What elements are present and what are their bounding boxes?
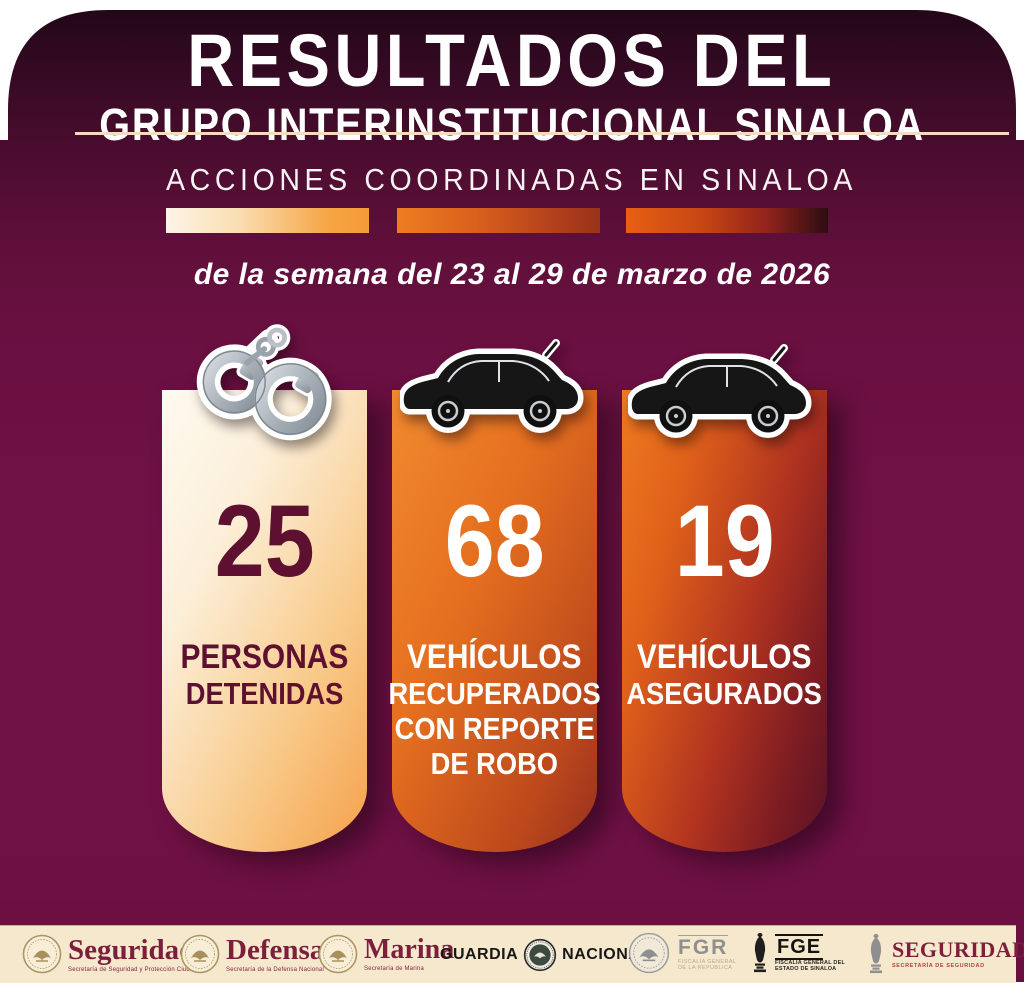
car-icon xyxy=(398,338,590,440)
logo-seguridad-sinaloa: SEGURIDAD SECRETARÍA DE SEGURIDAD xyxy=(866,933,1024,975)
page-subtitle: GRUPO INTERINSTITUCIONAL SINALOA xyxy=(0,102,1024,147)
stat-label: VEHÍCULOS RECUPERADOS CON REPORTE DE ROB… xyxy=(388,638,601,781)
agency-subtitle: FISCALÍA GENERAL xyxy=(678,959,737,966)
date-range-text: de la semana del 23 al 29 de marzo de 20… xyxy=(193,258,831,291)
eagle-seal-icon xyxy=(180,934,220,974)
agency-subtitle: FISCALÍA GENERAL DEL xyxy=(775,960,846,966)
agency-subtitle: DE LA REPÚBLICA xyxy=(678,965,733,972)
divider-line xyxy=(75,132,1009,135)
eagle-seal-icon xyxy=(22,934,62,974)
logo-defensa: Defensa Secretaría de la Defensa Naciona… xyxy=(180,934,324,974)
footer-logos-bar: Seguridad Secretaría de Seguridad y Prot… xyxy=(0,925,1024,983)
agency-name: FGR xyxy=(678,934,729,959)
logo-fge: FGE FISCALÍA GENERAL DEL ESTADO DE SINAL… xyxy=(750,932,845,974)
stat-value: 25 xyxy=(214,484,315,598)
agency-subtitle: ESTADO DE SINALOA xyxy=(775,966,837,972)
agency-name: Marina xyxy=(364,934,455,965)
stat-card-personas-detenidas: 25 PERSONAS DETENIDAS xyxy=(162,390,367,852)
gradient-bar-orange xyxy=(397,208,600,233)
header: RESULTADOS DEL GRUPO INTERINSTITUCIONAL … xyxy=(0,0,1024,148)
seguridad-eagle-icon xyxy=(870,934,882,974)
agency-name: Seguridad xyxy=(68,933,196,966)
logo-guardia-nacional: GUARDIA NACIONAL xyxy=(440,938,651,972)
agency-name: FGE xyxy=(775,934,824,960)
handcuffs-icon xyxy=(190,320,342,458)
fge-eagle-icon xyxy=(754,933,766,973)
stat-label: PERSONAS DETENIDAS xyxy=(180,638,349,711)
logo-fgr: FGR FISCALÍA GENERAL DE LA REPÚBLICA xyxy=(628,932,736,974)
section-heading: ACCIONES COORDINADAS EN SINALOA xyxy=(0,136,1024,198)
stat-card-vehiculos-recuperados: 68 VEHÍCULOS RECUPERADOS CON REPORTE DE … xyxy=(388,390,601,852)
guardia-nacional-seal-icon xyxy=(524,938,557,972)
agency-subtitle: Secretaría de Seguridad y Protección Ciu… xyxy=(68,966,208,973)
stat-value: 19 xyxy=(674,484,775,598)
page-title: RESULTADOS DEL xyxy=(0,24,1024,98)
stat-card-vehiculos-asegurados: 19 VEHÍCULOS ASEGURADOS xyxy=(622,390,827,852)
eagle-seal-icon xyxy=(318,934,358,974)
page-subtitle-text: GRUPO INTERINSTITUCIONAL SINALOA xyxy=(99,99,925,150)
stat-value: 68 xyxy=(444,484,545,598)
agency-subtitle: Secretaría de la Defensa Nacional xyxy=(226,966,324,973)
gradient-bar-dark-red xyxy=(626,208,828,233)
stat-label: VEHÍCULOS ASEGURADOS xyxy=(626,638,823,711)
agency-name: SEGURIDAD xyxy=(892,937,1024,962)
date-range: de la semana del 23 al 29 de marzo de 20… xyxy=(0,258,1024,292)
logo-marina: Marina Secretaría de Marina xyxy=(318,934,454,974)
agency-subtitle: Secretaría de Marina xyxy=(364,966,425,972)
agency-name: GUARDIA xyxy=(440,946,519,963)
agency-name: NACIONAL xyxy=(562,946,651,963)
section-heading-text: ACCIONES COORDINADAS EN SINALOA xyxy=(166,162,858,197)
page-title-text: RESULTADOS DEL xyxy=(187,19,837,102)
agency-name: Defensa xyxy=(226,933,325,966)
gradient-bar-cream xyxy=(166,208,369,233)
car-icon xyxy=(626,343,818,445)
fgr-seal-icon xyxy=(628,932,670,974)
logo-seguridad: Seguridad Secretaría de Seguridad y Prot… xyxy=(22,934,208,974)
agency-subtitle: SECRETARÍA DE SEGURIDAD xyxy=(892,963,985,969)
